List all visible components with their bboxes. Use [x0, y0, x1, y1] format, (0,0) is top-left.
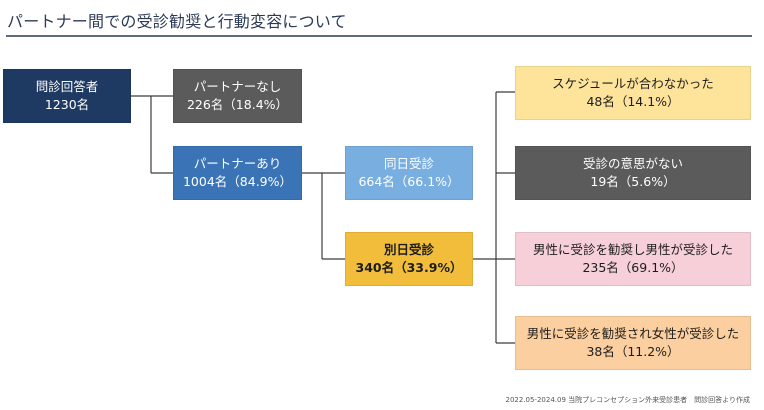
node-label: 問診回答者 — [35, 79, 99, 94]
node-different-day: 別日受診 340名（33.9%） — [345, 232, 473, 286]
node-value: 664名（66.1%） — [358, 174, 460, 189]
node-no-partner: パートナーなし 226名（18.4%） — [173, 69, 302, 123]
node-value: 226名（18.4%） — [186, 97, 289, 112]
node-value: 1230名 — [44, 97, 90, 112]
node-respondents: 問診回答者 1230名 — [3, 69, 131, 123]
node-same-day: 同日受診 664名（66.1%） — [345, 146, 473, 200]
node-value: 19名（5.6%） — [590, 174, 676, 189]
node-value: 1004名（84.9%） — [182, 174, 293, 189]
node-value: 235名（69.1%） — [582, 260, 684, 275]
page-title: パートナー間での受診勧奨と行動変容について — [7, 12, 347, 31]
node-value: 48名（14.1%） — [586, 94, 680, 109]
node-with-partner: パートナーあり 1004名（84.9%） — [173, 146, 302, 200]
node-label: 男性に受診を勧奨され女性が受診した — [526, 326, 740, 341]
title-divider — [6, 35, 752, 37]
node-label: パートナーなし — [193, 79, 282, 94]
node-no-intention: 受診の意思がない 19名（5.6%） — [515, 146, 751, 200]
node-label: スケジュールが合わなかった — [552, 76, 714, 91]
node-label: 受診の意思がない — [582, 156, 683, 171]
node-label: 男性に受診を勧奨し男性が受診した — [532, 242, 733, 257]
source-footnote: 2022.05-2024.09 当院プレコンセプション外来受診患者 問診回答より… — [505, 396, 750, 404]
node-male-urged-female: 男性に受診を勧奨され女性が受診した 38名（11.2%） — [515, 316, 751, 370]
node-schedule-mismatch: スケジュールが合わなかった 48名（14.1%） — [515, 66, 751, 120]
node-value: 38名（11.2%） — [586, 344, 680, 359]
node-label: 別日受診 — [383, 242, 434, 257]
node-label: 同日受診 — [383, 156, 434, 171]
node-value: 340名（33.9%） — [355, 260, 463, 275]
node-label: パートナーあり — [193, 156, 282, 171]
node-male-urged-male: 男性に受診を勧奨し男性が受診した 235名（69.1%） — [515, 232, 751, 286]
